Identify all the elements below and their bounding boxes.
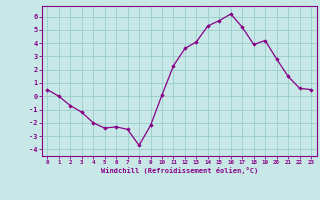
X-axis label: Windchill (Refroidissement éolien,°C): Windchill (Refroidissement éolien,°C)	[100, 167, 258, 174]
